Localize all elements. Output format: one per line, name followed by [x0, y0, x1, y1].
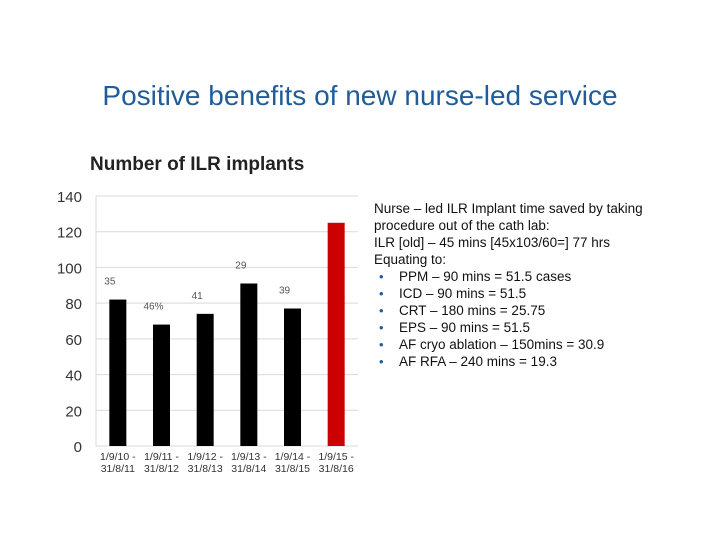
- bullet-dot-icon: •: [379, 320, 384, 335]
- notes-intro-line: ILR [old] – 45 mins [45x103/60=] 77 hrs: [374, 235, 611, 250]
- notes-panel: Nurse – led ILR Implant time saved by ta…: [374, 200, 694, 370]
- y-axis-ticks: 0 20 40 60 80 100 120 140: [57, 189, 82, 456]
- y-tick-label: 40: [65, 368, 82, 385]
- bar: [240, 283, 258, 446]
- data-label: 35: [104, 277, 116, 288]
- data-label: 29: [235, 261, 247, 272]
- bar: [284, 308, 301, 446]
- notes-bullet-text: CRT – 180 mins = 25.75: [399, 303, 546, 318]
- notes-bullet-item: • CRT – 180 mins = 25.75: [374, 302, 694, 319]
- y-tick-label: 120: [57, 225, 82, 242]
- x-tick-label: 1/9/11 -: [144, 451, 179, 463]
- bar: [327, 222, 345, 446]
- x-tick-label: 31/8/11: [101, 463, 135, 475]
- bar: [196, 313, 214, 446]
- x-tick-label: 31/8/14: [231, 463, 266, 475]
- notes-bullet-item: • EPS – 90 mins = 51.5: [374, 319, 694, 336]
- notes-bullet-list: • PPM – 90 mins = 51.5 cases • ICD – 90 min…: [374, 268, 694, 370]
- x-tick-label: 31/8/16: [319, 463, 354, 475]
- notes-bullet-text: PPM – 90 mins = 51.5 cases: [399, 269, 572, 284]
- x-tick-label: 1/9/14 -: [275, 451, 311, 463]
- x-tick-label: 1/9/15 -: [318, 451, 354, 463]
- notes-bullet-text: AF RFA – 240 mins = 19.3: [399, 354, 557, 369]
- data-label: 46%: [143, 302, 163, 313]
- notes-intro-line: Equating to:: [374, 252, 447, 267]
- notes-bullet-item: • AF RFA – 240 mins = 19.3: [374, 353, 694, 370]
- x-tick-label: 1/9/13 -: [231, 451, 267, 463]
- bullet-dot-icon: •: [379, 303, 384, 318]
- notes-bullet-text: ICD – 90 mins = 51.5: [399, 286, 527, 301]
- bullet-dot-icon: •: [379, 286, 384, 301]
- x-tick-label: 31/8/15: [275, 463, 310, 475]
- x-tick-label: 1/9/10 -: [100, 451, 136, 463]
- y-tick-label: 140: [57, 189, 82, 206]
- ilr-implants-chart: Number of ILR implants 0 20 40 60 80 100 120 14…: [57, 154, 358, 475]
- chart-data-labels: 35 46% 41 29 39: [104, 261, 290, 313]
- data-label: 39: [279, 286, 291, 297]
- data-label: 41: [192, 291, 204, 302]
- notes-bullet-item: • PPM – 90 mins = 51.5 cases: [374, 268, 694, 285]
- slide-title: Positive benefits of new nurse-led servi…: [102, 80, 618, 111]
- x-tick-label: 31/8/12: [144, 463, 179, 475]
- x-tick-label: 1/9/12 -: [187, 451, 223, 463]
- bullet-dot-icon: •: [379, 337, 384, 352]
- chart-title: Number of ILR implants: [90, 154, 304, 175]
- chart-grid: [95, 195, 358, 447]
- bar: [109, 299, 127, 446]
- y-tick-label: 60: [65, 332, 82, 349]
- notes-bullet-item: • ICD – 90 mins = 51.5: [374, 285, 694, 302]
- bar: [153, 324, 170, 446]
- chart-bars: [109, 222, 345, 446]
- notes-bullet-text: EPS – 90 mins = 51.5: [399, 320, 530, 335]
- bullet-dot-icon: •: [379, 354, 384, 369]
- y-tick-label: 0: [74, 439, 82, 456]
- bullet-dot-icon: •: [379, 269, 384, 284]
- y-tick-label: 20: [65, 403, 82, 420]
- notes-intro: Nurse – led ILR Implant time saved by ta…: [374, 200, 694, 268]
- notes-bullet-text: AF cryo ablation – 150mins = 30.9: [399, 337, 605, 352]
- y-tick-label: 80: [65, 296, 82, 313]
- y-tick-label: 100: [57, 260, 82, 277]
- x-tick-label: 31/8/13: [188, 463, 223, 475]
- notes-intro-line: Nurse – led ILR Implant time saved by ta…: [374, 201, 643, 233]
- notes-bullet-item: • AF cryo ablation – 150mins = 30.9: [374, 336, 694, 353]
- x-axis-ticks: 1/9/10 -31/8/111/9/11 -31/8/121/9/12 -31…: [100, 451, 354, 475]
